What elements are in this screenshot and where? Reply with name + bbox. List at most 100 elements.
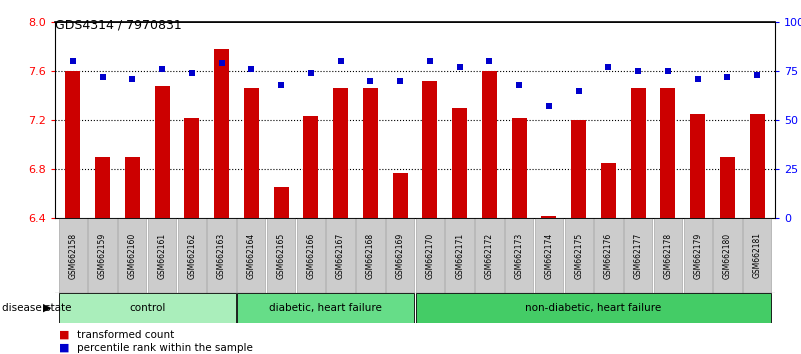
Bar bbox=[624, 218, 652, 293]
Point bbox=[602, 64, 615, 70]
Bar bbox=[237, 293, 414, 323]
Point bbox=[186, 70, 199, 76]
Text: GSM662169: GSM662169 bbox=[396, 232, 405, 279]
Point bbox=[66, 58, 79, 64]
Bar bbox=[416, 293, 771, 323]
Point bbox=[542, 103, 555, 109]
Point bbox=[334, 58, 347, 64]
Text: GSM662162: GSM662162 bbox=[187, 233, 196, 279]
Point bbox=[691, 76, 704, 82]
Bar bbox=[237, 218, 265, 293]
Text: GSM662177: GSM662177 bbox=[634, 232, 642, 279]
Text: GSM662174: GSM662174 bbox=[545, 232, 553, 279]
Bar bbox=[274, 187, 288, 218]
Point bbox=[751, 72, 763, 78]
Bar bbox=[630, 88, 646, 218]
Text: GSM662160: GSM662160 bbox=[128, 232, 137, 279]
Text: transformed count: transformed count bbox=[77, 330, 174, 340]
Text: GSM662178: GSM662178 bbox=[663, 233, 672, 279]
Text: non-diabetic, heart failure: non-diabetic, heart failure bbox=[525, 303, 662, 313]
Bar bbox=[58, 218, 87, 293]
Point bbox=[275, 82, 288, 87]
Bar bbox=[88, 218, 117, 293]
Bar bbox=[720, 157, 735, 218]
Text: GSM662164: GSM662164 bbox=[247, 232, 256, 279]
Text: GSM662179: GSM662179 bbox=[693, 232, 702, 279]
Point bbox=[155, 66, 168, 72]
Bar bbox=[356, 218, 384, 293]
Point bbox=[453, 64, 466, 70]
Bar bbox=[594, 218, 622, 293]
Text: GSM662166: GSM662166 bbox=[306, 232, 316, 279]
Text: GDS4314 / 7970831: GDS4314 / 7970831 bbox=[55, 18, 182, 31]
Bar bbox=[505, 218, 533, 293]
Point bbox=[483, 58, 496, 64]
Text: GSM662163: GSM662163 bbox=[217, 232, 226, 279]
Bar bbox=[601, 163, 616, 218]
Bar bbox=[207, 218, 235, 293]
Text: ■: ■ bbox=[59, 330, 70, 340]
Point bbox=[572, 88, 585, 93]
Point bbox=[513, 82, 525, 87]
Text: GSM662170: GSM662170 bbox=[425, 232, 434, 279]
Bar bbox=[541, 216, 557, 218]
Bar bbox=[267, 218, 296, 293]
Text: GSM662158: GSM662158 bbox=[68, 233, 78, 279]
Bar bbox=[743, 218, 771, 293]
Bar bbox=[66, 71, 80, 218]
Text: GSM662159: GSM662159 bbox=[98, 232, 107, 279]
Point bbox=[364, 78, 376, 84]
Point bbox=[245, 66, 258, 72]
Text: GSM662181: GSM662181 bbox=[753, 233, 762, 279]
Bar bbox=[453, 108, 467, 218]
Point bbox=[304, 70, 317, 76]
Text: control: control bbox=[129, 303, 166, 313]
Bar bbox=[178, 218, 206, 293]
Bar bbox=[392, 173, 408, 218]
Point bbox=[96, 74, 109, 80]
Text: GSM662173: GSM662173 bbox=[514, 232, 524, 279]
Text: GSM662176: GSM662176 bbox=[604, 232, 613, 279]
Bar bbox=[565, 218, 593, 293]
Point bbox=[215, 60, 228, 66]
Text: diabetic, heart failure: diabetic, heart failure bbox=[269, 303, 382, 313]
Bar bbox=[416, 218, 444, 293]
Bar bbox=[304, 116, 318, 218]
Text: percentile rank within the sample: percentile rank within the sample bbox=[77, 343, 252, 353]
Bar bbox=[296, 218, 325, 293]
Bar bbox=[571, 120, 586, 218]
Point bbox=[424, 58, 437, 64]
Text: GSM662161: GSM662161 bbox=[158, 233, 167, 279]
Bar bbox=[750, 114, 765, 218]
Bar bbox=[654, 218, 682, 293]
Bar bbox=[155, 86, 170, 218]
Text: GSM662175: GSM662175 bbox=[574, 232, 583, 279]
Bar bbox=[214, 49, 229, 218]
Text: GSM662180: GSM662180 bbox=[723, 233, 732, 279]
Bar bbox=[512, 118, 526, 218]
Bar bbox=[445, 218, 473, 293]
Bar bbox=[683, 218, 712, 293]
Bar bbox=[125, 157, 140, 218]
Bar bbox=[386, 218, 414, 293]
Text: GSM662168: GSM662168 bbox=[366, 233, 375, 279]
Text: GSM662165: GSM662165 bbox=[276, 232, 286, 279]
Bar bbox=[661, 88, 675, 218]
Text: ▶: ▶ bbox=[43, 303, 51, 313]
Bar bbox=[713, 218, 742, 293]
Bar bbox=[363, 88, 378, 218]
Point bbox=[394, 78, 407, 84]
Bar bbox=[184, 118, 199, 218]
Text: disease state: disease state bbox=[2, 303, 71, 313]
Bar bbox=[95, 157, 110, 218]
Bar bbox=[119, 218, 147, 293]
Bar bbox=[333, 88, 348, 218]
Bar bbox=[327, 218, 355, 293]
Text: ■: ■ bbox=[59, 343, 70, 353]
Bar bbox=[482, 71, 497, 218]
Bar bbox=[244, 88, 259, 218]
Bar bbox=[148, 218, 176, 293]
Point bbox=[126, 76, 139, 82]
Point bbox=[662, 68, 674, 74]
Point bbox=[632, 68, 645, 74]
